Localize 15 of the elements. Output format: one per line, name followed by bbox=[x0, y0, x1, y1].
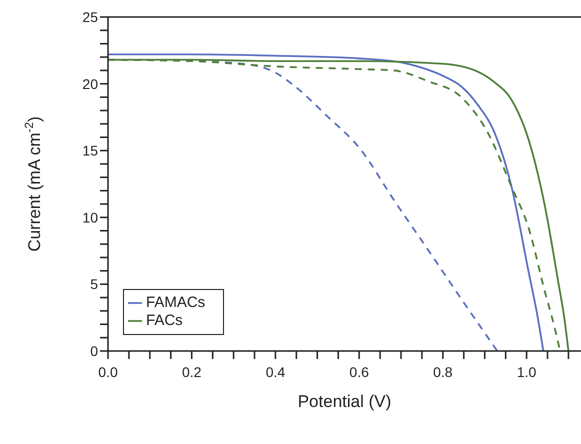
y-tick-label: 10 bbox=[82, 209, 98, 226]
legend-label: FAMACs bbox=[146, 294, 206, 311]
y-tick-label: 20 bbox=[82, 76, 98, 92]
x-tick-label: 0.2 bbox=[182, 364, 202, 380]
x-tick-label: 1.0 bbox=[516, 364, 537, 380]
y-tick-label: 25 bbox=[82, 8, 98, 25]
x-tick-label: 0.8 bbox=[433, 364, 453, 380]
y-tick-label: 5 bbox=[90, 276, 98, 292]
x-axis-title: Potential (V) bbox=[298, 392, 392, 411]
y-tick-label: 15 bbox=[82, 142, 98, 159]
x-tick-label: 0.6 bbox=[349, 364, 370, 380]
y-tick-label: 0 bbox=[90, 342, 98, 359]
x-tick-label: 0.4 bbox=[266, 364, 286, 380]
x-tick-label: 0.0 bbox=[98, 364, 118, 380]
legend-label: FACs bbox=[146, 312, 183, 329]
